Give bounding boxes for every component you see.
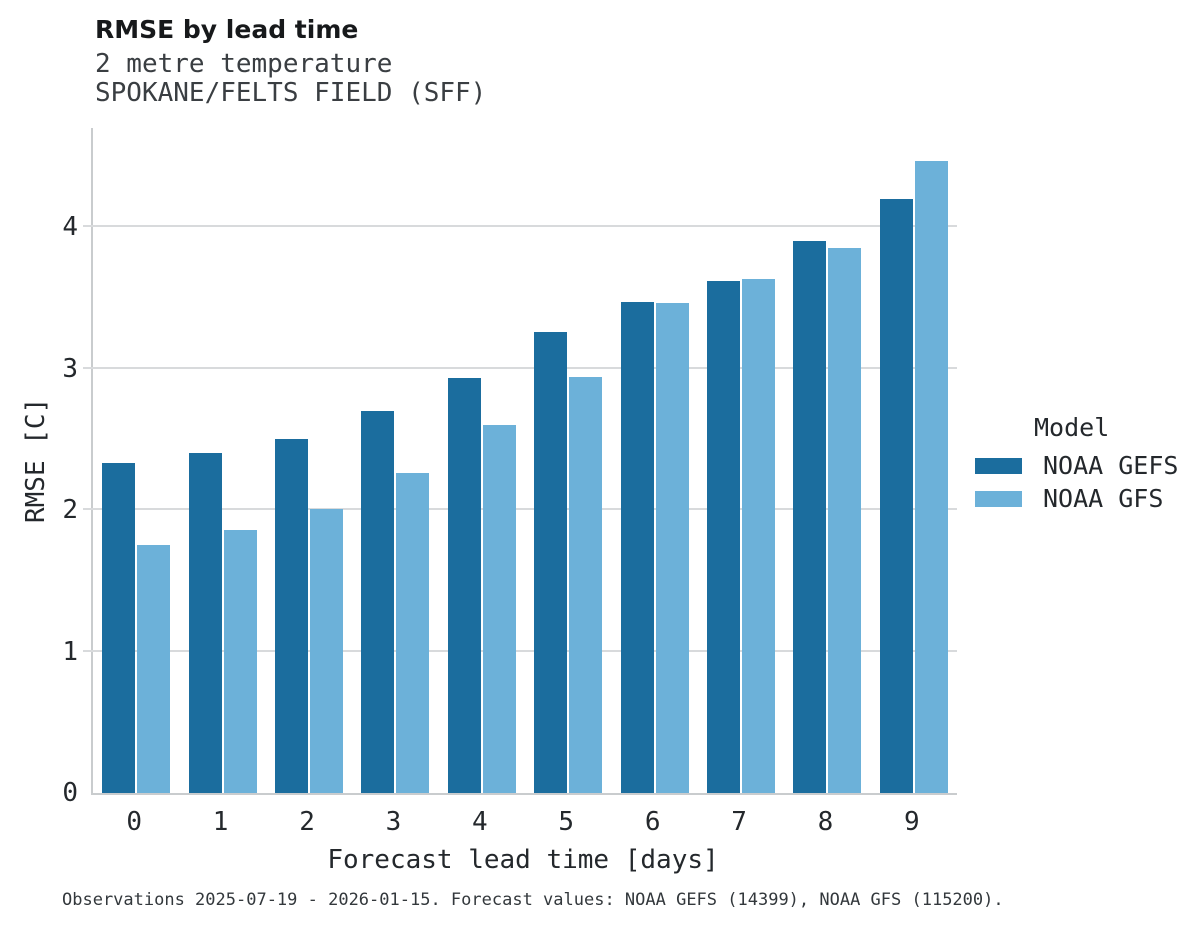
y-tick-label-2: 2: [62, 495, 78, 526]
gridline-y-2: [83, 508, 957, 511]
x-tick-label-5: 5: [558, 807, 575, 837]
bar-noaa-gefs-lead-4: [447, 378, 481, 793]
bar-noaa-gfs-lead-0: [137, 545, 171, 793]
gridline-y-4: [83, 225, 957, 228]
bar-group-lead-9: [871, 128, 957, 793]
bar-noaa-gefs-lead-2: [275, 439, 309, 793]
x-tick-label-6: 6: [644, 807, 661, 837]
bar-noaa-gfs-lead-6: [655, 303, 689, 793]
legend-swatch-noaa-gfs: [975, 491, 1022, 507]
bar-noaa-gefs-lead-8: [793, 241, 827, 793]
x-tick-label-1: 1: [212, 807, 229, 837]
bar-group-lead-8: [784, 128, 870, 793]
y-tick-label-3: 3: [62, 353, 78, 384]
bar-noaa-gfs-lead-7: [742, 279, 776, 793]
gridline-y-3: [83, 366, 957, 369]
bar-noaa-gefs-lead-3: [361, 410, 395, 793]
bar-noaa-gefs-lead-9: [879, 198, 913, 793]
bar-group-lead-1: [179, 128, 265, 793]
bar-noaa-gfs-lead-4: [482, 425, 516, 793]
x-tick-label-0: 0: [126, 807, 143, 837]
x-axis-title: Forecast lead time [days]: [327, 845, 719, 875]
bar-noaa-gfs-lead-8: [828, 248, 862, 793]
bar-group-lead-5: [525, 128, 611, 793]
x-tick-label-9: 9: [904, 807, 920, 837]
bar-group-lead-0: [93, 128, 179, 793]
legend-items: NOAA GEFS NOAA GFS: [975, 451, 1185, 513]
gridline-y-1: [83, 649, 957, 652]
bar-noaa-gefs-lead-0: [102, 463, 136, 793]
x-tick-label-7: 7: [731, 807, 747, 837]
y-tick-label-4: 4: [62, 212, 78, 243]
y-tick-label-1: 1: [62, 636, 78, 667]
legend: Model NOAA GEFS NOAA GFS: [975, 412, 1185, 513]
bar-noaa-gefs-lead-6: [620, 302, 654, 793]
legend-label-noaa-gfs: NOAA GFS: [1043, 484, 1164, 513]
bar-noaa-gfs-lead-3: [396, 473, 430, 793]
footer-caption: Observations 2025-07-19 - 2026-01-15. Fo…: [62, 890, 1004, 910]
bar-noaa-gfs-lead-2: [310, 508, 344, 793]
bar-noaa-gefs-lead-1: [188, 453, 222, 793]
x-tick-label-4: 4: [472, 807, 488, 837]
plot-area: [83, 128, 957, 795]
legend-title: Model: [1034, 413, 1110, 442]
bar-noaa-gfs-lead-9: [914, 160, 948, 793]
bar-group-lead-3: [352, 128, 438, 793]
x-tick-label-8: 8: [817, 807, 834, 837]
bar-group-lead-2: [266, 128, 352, 793]
chart-title: RMSE by lead time: [95, 15, 359, 44]
chart-subtitle-variable: 2 metre temperature: [95, 49, 393, 79]
bar-series-container: [93, 128, 957, 793]
legend-swatch-noaa-gefs: [975, 458, 1022, 474]
legend-row-noaa-gefs: NOAA GEFS: [975, 451, 1185, 480]
y-tick-label-0: 0: [62, 778, 78, 808]
bar-group-lead-7: [698, 128, 784, 793]
legend-row-noaa-gfs: NOAA GFS: [975, 484, 1185, 513]
bar-noaa-gfs-lead-1: [223, 529, 257, 793]
bar-noaa-gefs-lead-7: [707, 280, 741, 793]
x-tick-label-2: 2: [299, 807, 315, 837]
chart-subtitle-station: SPOKANE/FELTS FIELD (SFF): [95, 78, 487, 108]
x-axis-tick-labels: 0 1 2 3 4 5 6 7 8 9: [91, 806, 955, 838]
legend-label-noaa-gefs: NOAA GEFS: [1043, 451, 1179, 480]
bar-noaa-gfs-lead-5: [569, 377, 603, 793]
bar-group-lead-4: [439, 128, 525, 793]
bar-group-lead-6: [611, 128, 697, 793]
bar-noaa-gefs-lead-5: [534, 331, 568, 793]
x-tick-label-3: 3: [385, 807, 402, 837]
